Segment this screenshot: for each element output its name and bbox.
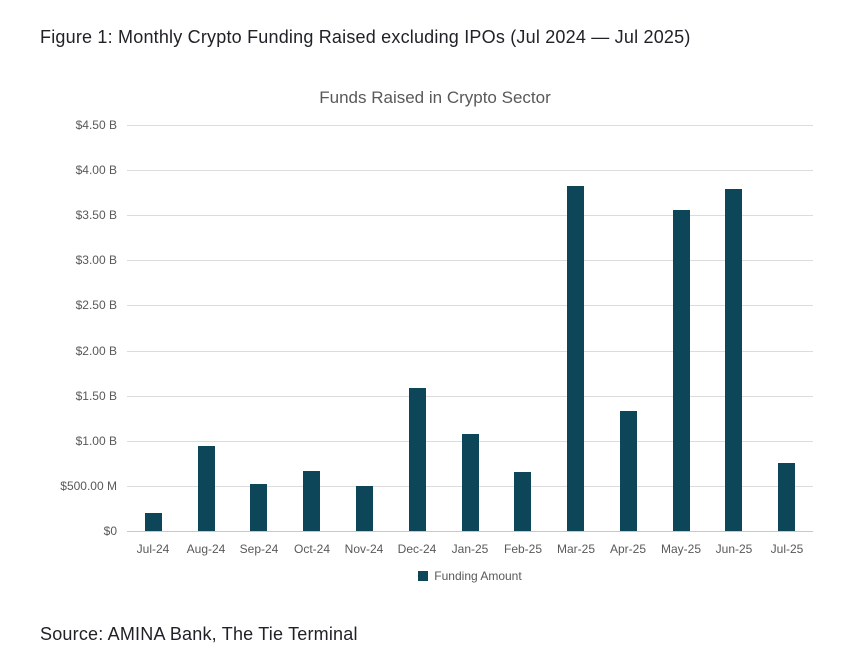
y-tick-label: $3.50 B bbox=[75, 208, 117, 222]
x-tick-label: Jan-25 bbox=[451, 542, 489, 556]
figure-caption: Figure 1: Monthly Crypto Funding Raised … bbox=[40, 27, 691, 47]
bar-Mar-25 bbox=[567, 186, 584, 531]
bar-Sep-24 bbox=[250, 484, 267, 531]
x-tick-label: Jun-25 bbox=[715, 542, 753, 556]
x-tick-label: Jul-24 bbox=[136, 542, 170, 556]
bar-May-25 bbox=[673, 210, 690, 531]
y-tick-label: $2.50 B bbox=[75, 298, 117, 312]
x-tick-label: Jul-25 bbox=[770, 542, 804, 556]
x-tick-label: Apr-25 bbox=[609, 542, 647, 556]
y-tick-label: $1.50 B bbox=[75, 389, 117, 403]
y-tick-label: $4.00 B bbox=[75, 163, 117, 177]
legend-label: Funding Amount bbox=[434, 569, 522, 583]
x-tick-label: Oct-24 bbox=[293, 542, 330, 556]
y-tick-label: $500.00 M bbox=[60, 479, 117, 493]
bar-Feb-25 bbox=[514, 472, 531, 531]
x-axis-line bbox=[127, 531, 813, 532]
y-tick-label: $1.00 B bbox=[75, 434, 117, 448]
bar-Dec-24 bbox=[409, 388, 426, 531]
x-tick-label: Aug-24 bbox=[186, 542, 226, 556]
x-tick-label: Dec-24 bbox=[397, 542, 437, 556]
x-tick-label: Nov-24 bbox=[344, 542, 384, 556]
x-tick-label: Feb-25 bbox=[503, 542, 543, 556]
x-tick-label: Mar-25 bbox=[556, 542, 595, 556]
gridline bbox=[127, 125, 813, 126]
gridline bbox=[127, 351, 813, 352]
y-tick-label: $4.50 B bbox=[75, 118, 117, 132]
chart-title: Funds Raised in Crypto Sector bbox=[319, 88, 551, 107]
bar-Jan-25 bbox=[462, 434, 479, 531]
bar-Aug-24 bbox=[198, 446, 215, 531]
y-tick-label: $0 bbox=[103, 524, 117, 538]
gridline bbox=[127, 305, 813, 306]
gridline bbox=[127, 170, 813, 171]
bar-Apr-25 bbox=[620, 411, 637, 531]
bar-Oct-24 bbox=[303, 471, 320, 531]
source-note: Source: AMINA Bank, The Tie Terminal bbox=[40, 624, 358, 644]
gridline bbox=[127, 215, 813, 216]
gridline bbox=[127, 396, 813, 397]
bar-Jul-25 bbox=[778, 463, 795, 531]
gridline bbox=[127, 260, 813, 261]
legend: Funding Amount bbox=[127, 569, 813, 583]
bar-Jun-25 bbox=[725, 189, 742, 531]
bar-Nov-24 bbox=[356, 486, 373, 531]
y-tick-label: $3.00 B bbox=[75, 253, 117, 267]
bar-Jul-24 bbox=[145, 513, 162, 531]
legend-swatch-icon bbox=[418, 571, 429, 581]
x-tick-label: May-25 bbox=[660, 542, 701, 556]
y-tick-label: $2.00 B bbox=[75, 344, 117, 358]
x-tick-label: Sep-24 bbox=[239, 542, 279, 556]
